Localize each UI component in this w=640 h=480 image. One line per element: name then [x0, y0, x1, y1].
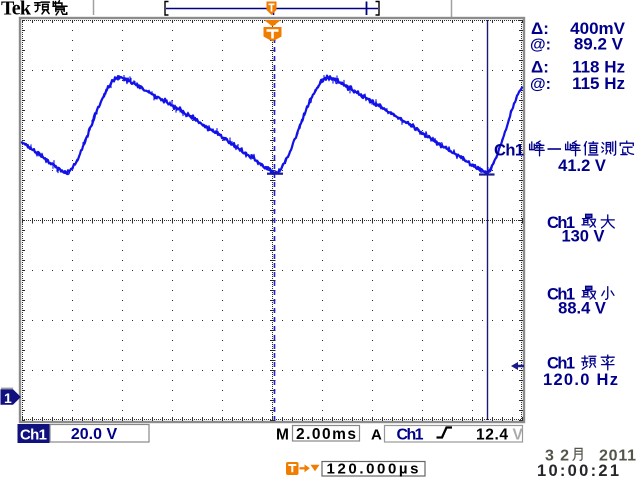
svg-text:Ch1: Ch1 — [547, 286, 575, 304]
svg-text:Ch1: Ch1 — [547, 355, 575, 373]
svg-text:89.2 V: 89.2 V — [574, 35, 624, 54]
svg-text:118 Hz: 118 Hz — [572, 58, 625, 77]
svg-text:120.0 Hz: 120.0 Hz — [543, 371, 618, 389]
svg-text:41.2 V: 41.2 V — [558, 157, 606, 175]
svg-text:12.4: 12.4 — [476, 427, 508, 444]
svg-text:Tek: Tek — [1, 0, 32, 20]
svg-text:130 V: 130 V — [561, 228, 604, 246]
svg-text:120.000µs: 120.000µs — [327, 461, 419, 478]
svg-text:2011: 2011 — [599, 448, 636, 465]
svg-text:Ch1: Ch1 — [20, 427, 47, 444]
svg-text:115 Hz: 115 Hz — [572, 74, 625, 93]
svg-text:A: A — [371, 427, 382, 444]
svg-text:Δ:: Δ: — [531, 58, 549, 77]
svg-text:88.4 V: 88.4 V — [558, 300, 606, 318]
svg-text:Δ:: Δ: — [531, 19, 549, 38]
svg-text:@:: @: — [530, 37, 551, 54]
svg-text:Ch1: Ch1 — [397, 427, 424, 444]
svg-text:1: 1 — [4, 390, 12, 406]
svg-text:3 2: 3 2 — [545, 448, 569, 465]
svg-text:Ch1: Ch1 — [494, 142, 524, 160]
svg-text:@:: @: — [530, 76, 551, 93]
svg-text:20.0 V: 20.0 V — [71, 426, 118, 443]
svg-text:M: M — [276, 427, 289, 444]
svg-text:Ch1: Ch1 — [547, 214, 575, 232]
svg-text:2.00ms: 2.00ms — [296, 426, 356, 443]
svg-text:V: V — [513, 427, 524, 444]
svg-text:400mV: 400mV — [570, 19, 625, 38]
